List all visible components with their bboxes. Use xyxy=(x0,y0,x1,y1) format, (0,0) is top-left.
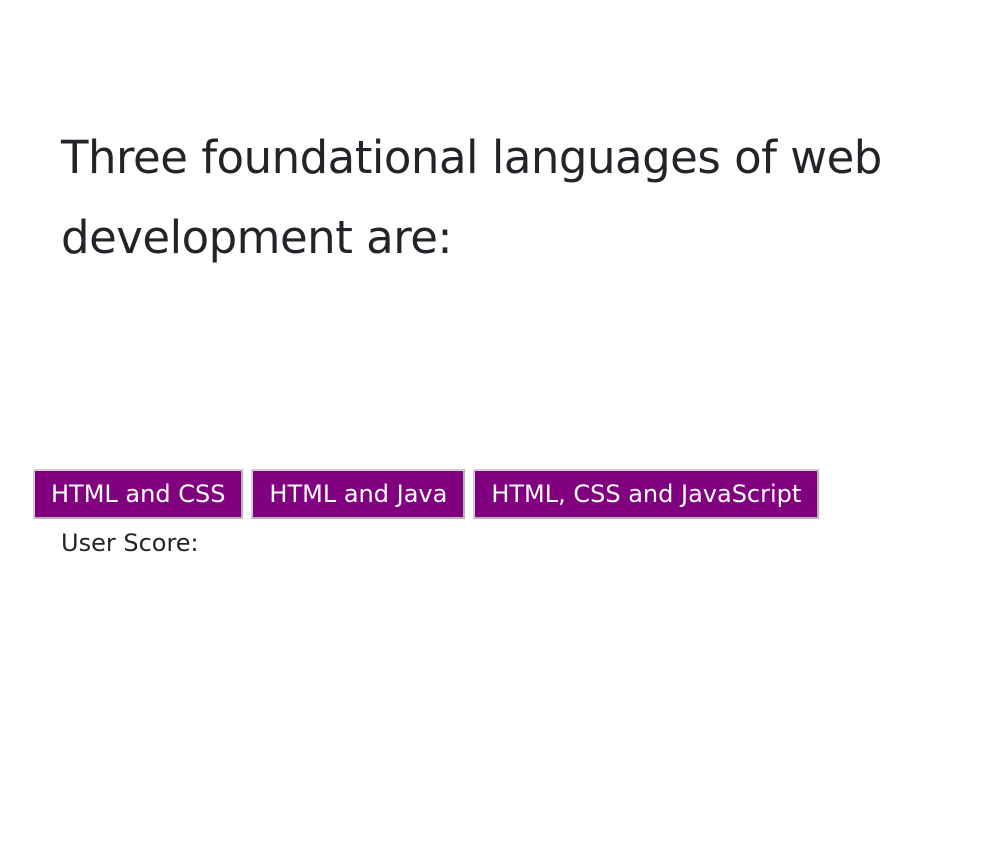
user-score: User Score: xyxy=(61,527,199,559)
question-heading: Three foundational languages of web deve… xyxy=(61,131,882,264)
answer-button-html-java[interactable]: HTML and Java xyxy=(251,469,466,519)
answer-button-html-css[interactable]: HTML and CSS xyxy=(33,469,244,519)
user-score-label: User Score: xyxy=(61,529,199,557)
answer-button-html-css-javascript[interactable]: HTML, CSS and JavaScript xyxy=(473,469,820,519)
answer-options: HTML and CSS HTML and Java HTML, CSS and… xyxy=(33,469,820,519)
